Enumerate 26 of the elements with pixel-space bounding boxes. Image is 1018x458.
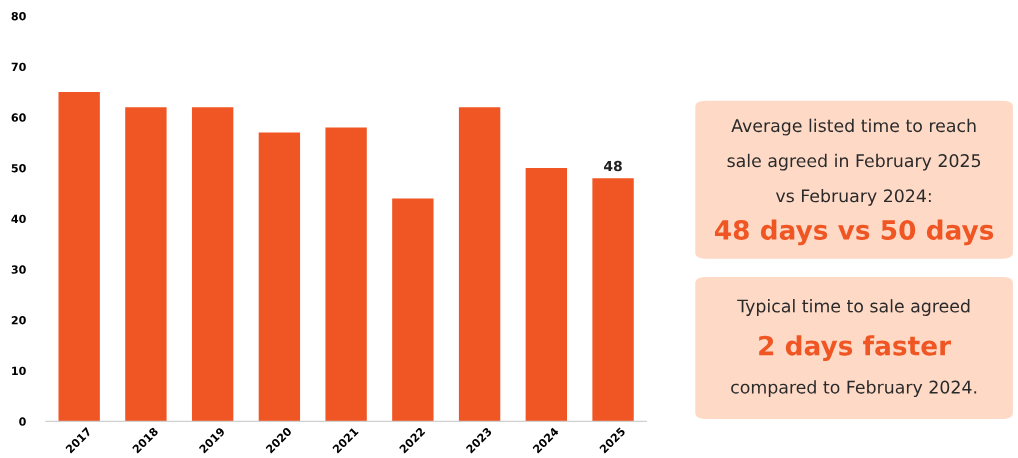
bar — [458, 107, 501, 422]
text: sale agreed in February 2025 — [727, 153, 981, 171]
y-tick-label: 0 — [19, 417, 26, 426]
y-tick-label: 80 — [11, 12, 26, 21]
data-label: 48 — [604, 160, 622, 172]
bar — [325, 127, 367, 422]
bar — [125, 107, 167, 422]
y-tick-label: 50 — [11, 164, 26, 173]
bar — [525, 168, 568, 422]
text: 48 days vs 50 days — [714, 219, 994, 246]
bar — [58, 92, 100, 422]
text: Typical time to sale agreed — [737, 299, 970, 316]
y-tick-label: 70 — [11, 62, 26, 72]
text: vs February 2024: — [775, 188, 931, 206]
text: Average listed time to reach — [731, 118, 976, 136]
bar — [191, 107, 234, 422]
text: 2 days faster — [759, 335, 952, 361]
bar — [258, 132, 301, 422]
y-tick-label: 40 — [11, 214, 26, 224]
text: compared to February 2024. — [731, 380, 977, 398]
y-tick-label: 30 — [11, 265, 26, 274]
bar — [592, 178, 634, 422]
bar — [392, 198, 434, 422]
y-tick-label: 10 — [12, 366, 26, 376]
y-tick-label: 60 — [11, 113, 26, 122]
y-tick-label: 20 — [11, 316, 26, 325]
